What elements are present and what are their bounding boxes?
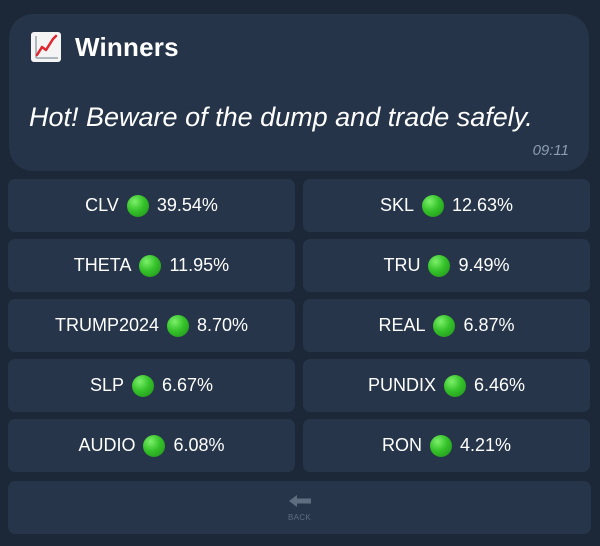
coin-symbol: CLV	[85, 195, 119, 215]
message-title: Winners	[75, 31, 179, 62]
message-time: 09:11	[532, 142, 569, 159]
green-circle-icon	[131, 374, 154, 397]
coin-button-clv[interactable]: CLV 39.54%	[8, 179, 295, 232]
green-circle-icon	[143, 434, 166, 457]
green-circle-icon	[421, 194, 444, 217]
coin-symbol: PUNDIX	[367, 375, 436, 395]
green-circle-icon	[126, 194, 149, 217]
coin-button-theta[interactable]: THETA 11.95%	[8, 239, 295, 292]
coin-symbol: AUDIO	[78, 435, 136, 455]
green-circle-icon	[167, 314, 189, 337]
coin-symbol: SKL	[379, 195, 414, 215]
back-button[interactable]: BACK	[8, 481, 591, 534]
coin-change: 39.54%	[156, 195, 218, 215]
green-circle-icon	[433, 314, 456, 337]
message-header: Winners	[31, 31, 179, 63]
coin-symbol: REAL	[378, 315, 426, 335]
coin-button-audio[interactable]: AUDIO 6.08%	[8, 419, 295, 472]
message-text: Hot! Beware of the dump and trade safely…	[29, 102, 533, 132]
coin-button-trump2024[interactable]: TRUMP2024 8.70%	[8, 299, 295, 352]
coin-button-pundix[interactable]: PUNDIX 6.46%	[303, 359, 590, 412]
coin-change: 4.21%	[459, 435, 512, 455]
coin-symbol: TRUMP2024	[54, 315, 159, 335]
coin-symbol: SLP	[89, 375, 124, 395]
coin-button-real[interactable]: REAL 6.87%	[303, 299, 590, 352]
coin-change: 6.67%	[161, 375, 214, 395]
inline-keyboard: CLV 39.54% SKL 12.63% THETA 11.95% TRU 9…	[8, 179, 591, 472]
coin-change: 6.87%	[463, 315, 515, 335]
message-bubble: Winners Hot! Beware of the dump and trad…	[9, 14, 589, 171]
coin-symbol: THETA	[73, 255, 132, 275]
coin-button-tru[interactable]: TRU 9.49%	[303, 239, 590, 292]
coin-button-slp[interactable]: SLP 6.67%	[8, 359, 295, 412]
chart-increasing-icon	[31, 32, 61, 62]
coin-change: 6.08%	[173, 435, 225, 455]
back-label: BACK	[288, 512, 311, 522]
back-arrow-icon	[288, 494, 311, 512]
green-circle-icon	[443, 374, 466, 397]
coin-change: 12.63%	[451, 195, 514, 215]
green-circle-icon	[428, 254, 451, 277]
coin-change: 11.95%	[169, 255, 230, 275]
green-circle-icon	[429, 434, 452, 457]
coin-button-ron[interactable]: RON 4.21%	[303, 419, 590, 472]
coin-change: 9.49%	[458, 255, 510, 275]
coin-symbol: TRU	[383, 255, 421, 275]
coin-symbol: RON	[381, 435, 422, 455]
green-circle-icon	[139, 254, 162, 277]
coin-change: 6.46%	[473, 375, 526, 395]
coin-button-skl[interactable]: SKL 12.63%	[303, 179, 590, 232]
coin-change: 8.70%	[197, 315, 249, 335]
